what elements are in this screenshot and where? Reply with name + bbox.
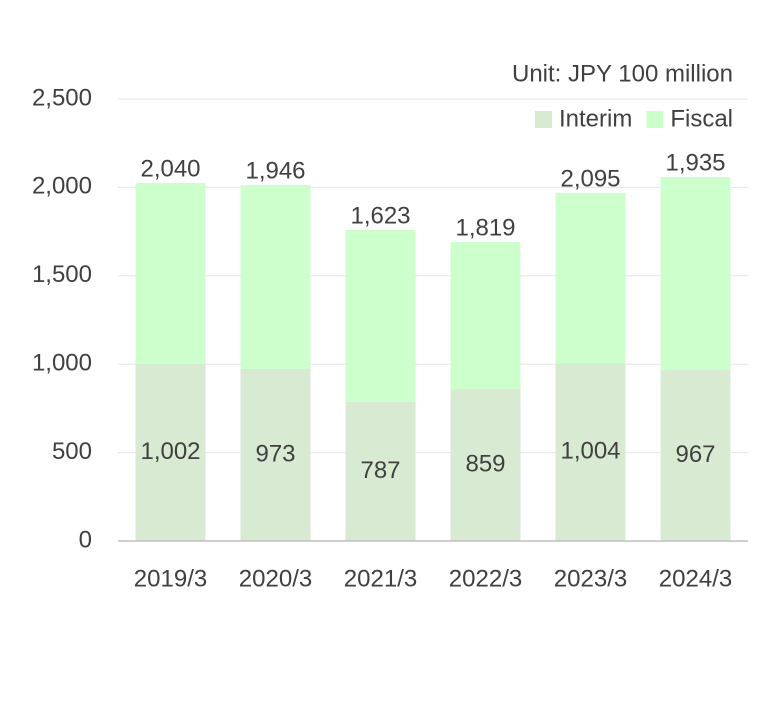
bar-segment xyxy=(240,368,311,541)
top-label: 1,623 xyxy=(350,202,410,229)
y-tick-label: 1,000 xyxy=(32,350,92,377)
y-tick-label: 2,500 xyxy=(32,84,92,111)
top-label: 1,946 xyxy=(245,157,305,184)
chart-subtitle: Unit: JPY 100 million xyxy=(512,60,733,87)
y-tick-label: 1,500 xyxy=(32,261,92,288)
data-label: 1,004 xyxy=(560,438,620,465)
x-tick-label: 2019/3 xyxy=(134,565,207,592)
x-tick-label: 2022/3 xyxy=(449,565,522,592)
legend-label: Interim xyxy=(559,105,632,132)
legend-swatch xyxy=(534,111,552,128)
bar-segment xyxy=(450,389,521,541)
data-label: 787 xyxy=(360,457,400,484)
bar-segment xyxy=(345,230,416,402)
top-label: 1,935 xyxy=(665,149,725,176)
top-label: 1,819 xyxy=(455,214,515,241)
x-tick-label: 2024/3 xyxy=(659,565,732,592)
data-label: 859 xyxy=(465,450,505,477)
bar-segment xyxy=(450,242,521,390)
top-label: 2,095 xyxy=(560,165,620,192)
data-label: 1,002 xyxy=(140,438,200,465)
bar-segment xyxy=(660,370,731,541)
bar-segment xyxy=(240,184,311,369)
y-tick-label: 2,000 xyxy=(32,173,92,200)
bar-segment xyxy=(660,176,731,371)
legend-label: Fiscal xyxy=(670,105,733,132)
x-tick-label: 2021/3 xyxy=(344,565,417,592)
legend-swatch xyxy=(646,111,664,128)
bar-segment xyxy=(345,401,416,541)
data-label: 973 xyxy=(255,440,295,467)
bar-segment xyxy=(135,363,206,541)
top-label: 2,040 xyxy=(140,155,200,182)
x-tick-label: 2023/3 xyxy=(554,565,627,592)
x-tick-label: 2020/3 xyxy=(239,565,312,592)
data-label: 967 xyxy=(675,441,715,468)
bar-segment xyxy=(135,182,206,364)
bar-segment xyxy=(555,363,626,541)
y-tick-label: 500 xyxy=(52,438,92,465)
bar-segment xyxy=(555,193,626,364)
y-tick-label: 0 xyxy=(79,526,92,553)
